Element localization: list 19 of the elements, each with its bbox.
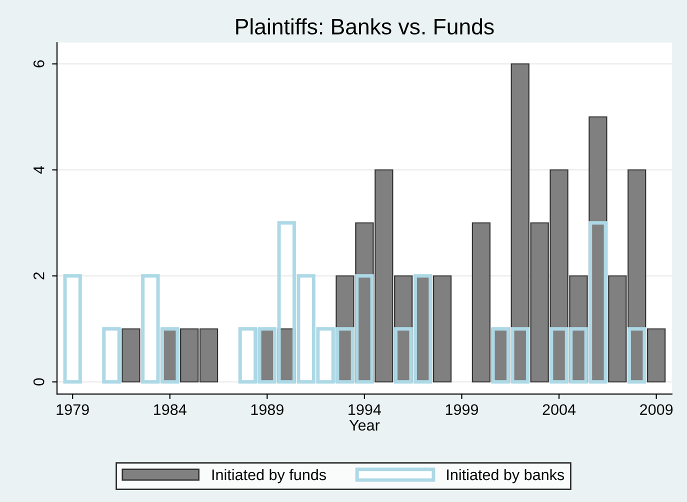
bar (122, 328, 140, 382)
x-tick-label: 1984 (154, 404, 186, 416)
x-tick-label: 2009 (640, 404, 673, 416)
bar (432, 275, 452, 382)
legend-label: Initiated by funds (212, 468, 326, 484)
x-tick-label: 1994 (348, 404, 381, 416)
y-tick-label: 0 (33, 378, 44, 386)
legend-label: Initiated by banks (447, 468, 564, 484)
bar (647, 328, 666, 382)
y-tick-label: 4 (34, 166, 44, 174)
x-tick-label: 1989 (251, 404, 284, 416)
x-tick-label: 2004 (542, 404, 576, 416)
x-tick-label: 1979 (56, 404, 89, 416)
y-tick-label: 6 (33, 60, 44, 68)
y-tick-label: 2 (33, 272, 44, 280)
bar (472, 222, 491, 382)
chart-title: Plaintiffs: Banks vs. Funds (236, 18, 494, 35)
x-axis-title: Year (349, 420, 380, 431)
x-tick-label: 1999 (446, 404, 478, 416)
